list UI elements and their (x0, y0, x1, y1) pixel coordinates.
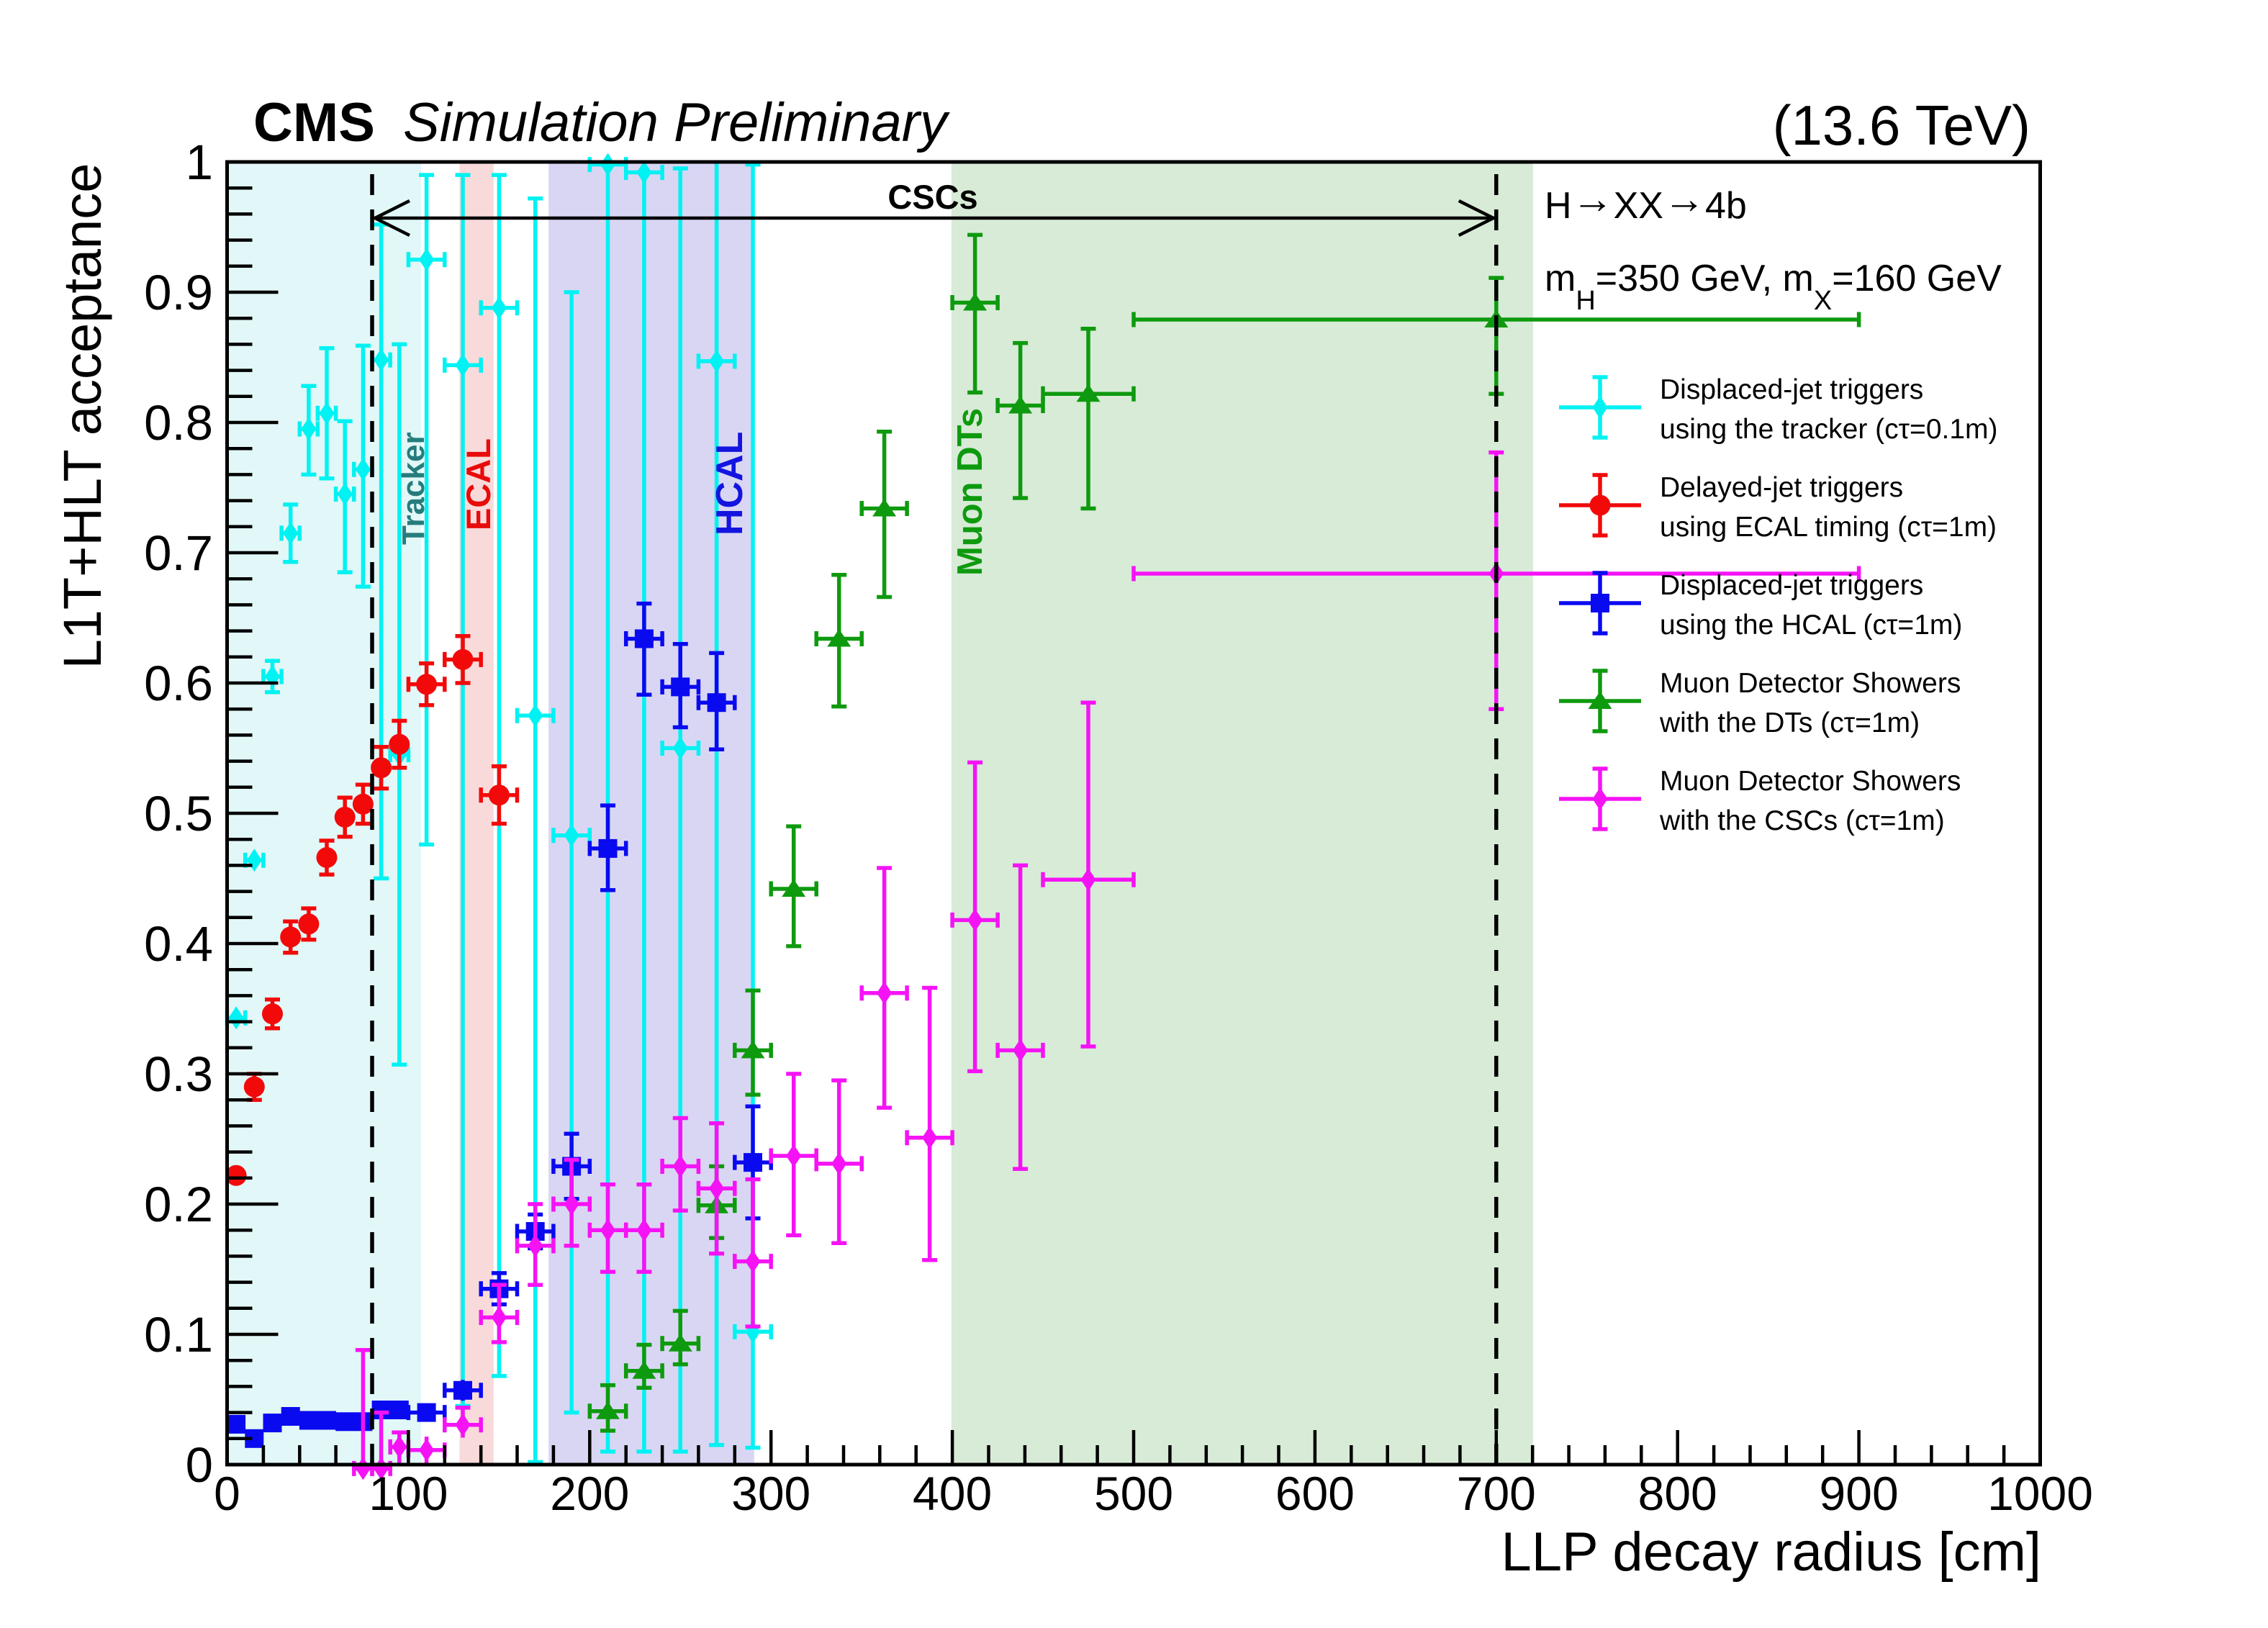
svg-text:using the HCAL (cτ=1m): using the HCAL (cτ=1m) (1660, 610, 1962, 641)
svg-text:0.9: 0.9 (144, 265, 213, 320)
svg-text:0.3: 0.3 (144, 1046, 213, 1102)
svg-text:0.5: 0.5 (144, 786, 213, 841)
svg-text:0.4: 0.4 (144, 916, 213, 972)
svg-text:0.6: 0.6 (144, 656, 213, 711)
svg-text:800: 800 (1638, 1467, 1717, 1520)
svg-text:Muon Detector Showers: Muon Detector Showers (1660, 668, 1961, 699)
svg-text:LLP decay radius [cm]: LLP decay radius [cm] (1501, 1521, 2041, 1583)
svg-text:0: 0 (186, 1437, 213, 1493)
svg-text:1000: 1000 (1987, 1467, 2093, 1520)
svg-text:with the CSCs (cτ=1m): with the CSCs (cτ=1m) (1659, 805, 1945, 836)
svg-text:Delayed-jet triggers: Delayed-jet triggers (1660, 472, 1903, 503)
svg-text:Muon Detector Showers: Muon Detector Showers (1660, 766, 1961, 797)
svg-text:HCAL: HCAL (709, 432, 751, 535)
svg-text:400: 400 (913, 1467, 992, 1520)
svg-text:0.1: 0.1 (144, 1307, 213, 1362)
svg-text:600: 600 (1275, 1467, 1355, 1520)
svg-text:Muon DTs: Muon DTs (951, 408, 990, 576)
svg-text:with the DTs (cτ=1m): with the DTs (cτ=1m) (1659, 707, 1920, 738)
svg-text:200: 200 (550, 1467, 629, 1520)
svg-text:(13.6 TeV): (13.6 TeV) (1773, 94, 2030, 157)
svg-text:0.7: 0.7 (144, 525, 213, 581)
svg-text:ECAL: ECAL (459, 438, 497, 530)
svg-text:700: 700 (1457, 1467, 1536, 1520)
svg-text:using the tracker (cτ=0.1m): using the tracker (cτ=0.1m) (1660, 414, 1998, 445)
svg-text:0.8: 0.8 (144, 395, 213, 451)
svg-text:1: 1 (186, 135, 213, 190)
svg-text:CMS: CMS (253, 92, 375, 153)
svg-text:CSCs: CSCs (887, 178, 977, 216)
svg-text:Displaced-jet triggers: Displaced-jet triggers (1660, 570, 1923, 601)
svg-text:Tracker: Tracker (396, 432, 431, 545)
svg-text:0.2: 0.2 (144, 1177, 213, 1232)
svg-text:300: 300 (731, 1467, 810, 1520)
svg-text:500: 500 (1094, 1467, 1173, 1520)
svg-text:Simulation Preliminary: Simulation Preliminary (403, 92, 950, 153)
svg-text:Displaced-jet triggers: Displaced-jet triggers (1660, 374, 1923, 405)
svg-text:0: 0 (214, 1467, 240, 1520)
svg-text:L1T+HLT acceptance: L1T+HLT acceptance (53, 163, 112, 669)
svg-text:using ECAL timing (cτ=1m): using ECAL timing (cτ=1m) (1660, 512, 1997, 543)
svg-text:900: 900 (1820, 1467, 1899, 1520)
svg-text:100: 100 (369, 1467, 448, 1520)
